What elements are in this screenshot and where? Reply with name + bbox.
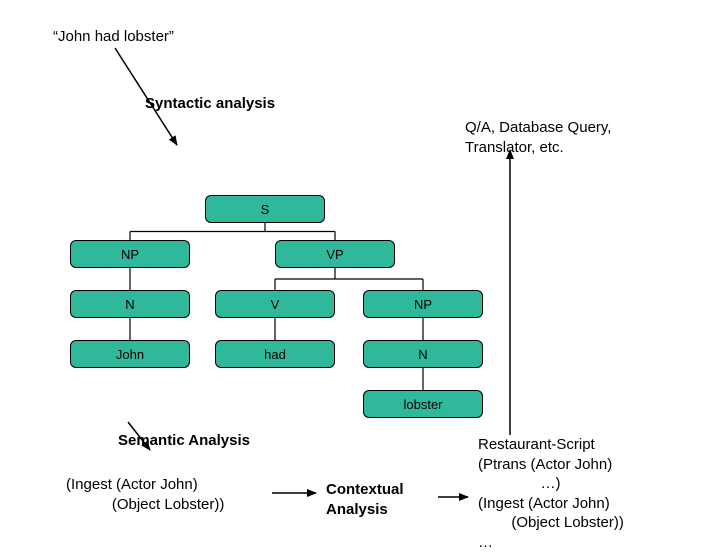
- tree-node-n1: N: [70, 290, 190, 318]
- tree-node-s: S: [205, 195, 325, 223]
- tree-node-n2: N: [363, 340, 483, 368]
- semantic-analysis-heading: Semantic Analysis: [118, 432, 250, 449]
- tree-node-john: John: [70, 340, 190, 368]
- restaurant-script-text: Restaurant-Script (Ptrans (Actor John) ……: [478, 435, 624, 552]
- tree-node-vp: VP: [275, 240, 395, 268]
- input-sentence: “John had lobster”: [53, 28, 174, 45]
- tree-node-np2: NP: [363, 290, 483, 318]
- syntactic-analysis-heading: Syntactic analysis: [145, 95, 275, 112]
- ingest-expression: (Ingest (Actor John) (Object Lobster)): [66, 475, 224, 514]
- qa-text: Q/A, Database Query, Translator, etc.: [465, 118, 611, 157]
- contextual-analysis-label: Contextual Analysis: [326, 480, 404, 519]
- tree-node-had: had: [215, 340, 335, 368]
- tree-node-v: V: [215, 290, 335, 318]
- tree-node-np1: NP: [70, 240, 190, 268]
- tree-node-lobster: lobster: [363, 390, 483, 418]
